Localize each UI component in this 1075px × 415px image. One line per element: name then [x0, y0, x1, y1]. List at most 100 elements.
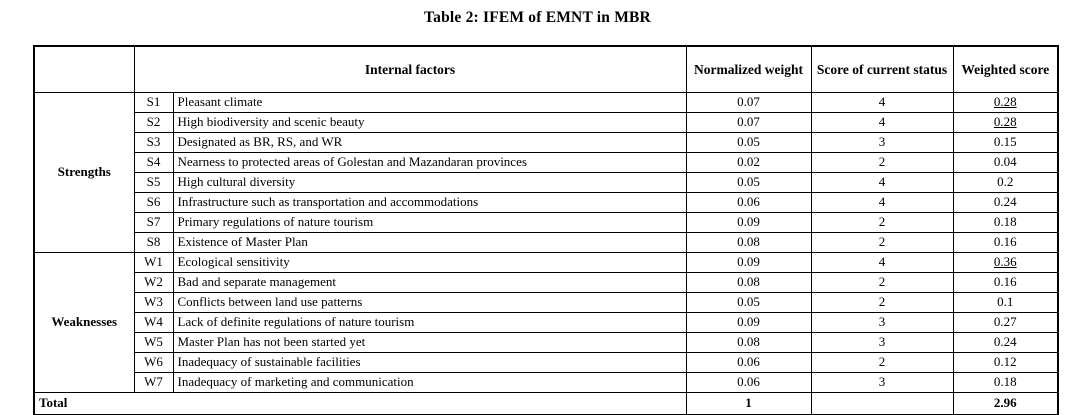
factor-text: High biodiversity and scenic beauty [172, 112, 687, 133]
factor-code: S3 [133, 132, 174, 153]
score-value: 2 [810, 152, 954, 173]
weighted-score-value: 0.2 [952, 172, 1059, 193]
weighted-score-value: 0.1 [952, 292, 1059, 313]
factor-text: Inadequacy of sustainable facilities [172, 352, 687, 373]
factor-text: Pleasant climate [172, 92, 687, 113]
table-row: S8 Existence of Master Plan 0.08 2 0.16 [34, 232, 1059, 253]
score-value: 3 [810, 332, 954, 353]
score-value: 2 [810, 272, 954, 293]
factor-text: Designated as BR, RS, and WR [172, 132, 687, 153]
score-value: 3 [810, 132, 954, 153]
factor-code: W4 [133, 312, 174, 333]
factor-code: S8 [133, 232, 174, 253]
factor-text: Master Plan has not been started yet [172, 332, 687, 353]
normalized-weight-value: 0.06 [685, 192, 812, 213]
header-normalized-weight: Normalized weight [685, 45, 812, 93]
normalized-weight-value: 0.02 [685, 152, 812, 173]
factor-code: S5 [133, 172, 174, 193]
weighted-score-value: 0.24 [952, 192, 1059, 213]
weighted-score-value: 0.36 [952, 252, 1059, 273]
factor-text: Lack of definite regulations of nature t… [172, 312, 687, 333]
normalized-weight-value: 0.06 [685, 352, 812, 373]
factor-text: Ecological sensitivity [172, 252, 687, 273]
factor-code: W6 [133, 352, 174, 373]
header-row: Internal factors Normalized weight Score… [33, 45, 1059, 93]
normalized-weight-value: 0.09 [685, 312, 812, 333]
normalized-weight-value: 0.07 [685, 92, 812, 113]
factor-text: Primary regulations of nature tourism [172, 212, 687, 233]
normalized-weight-value: 0.08 [685, 232, 812, 253]
factor-text: Conflicts between land use patterns [172, 292, 687, 313]
factor-text: Inadequacy of marketing and communicatio… [172, 372, 687, 393]
weighted-score-value: 0.24 [952, 332, 1059, 353]
normalized-weight-value: 0.05 [685, 132, 812, 153]
weighted-score-value: 0.12 [952, 352, 1059, 373]
score-value: 2 [810, 232, 954, 253]
weighted-score-value: 0.28 [952, 92, 1059, 113]
factor-text: Bad and separate management [172, 272, 687, 293]
table-row: S2 High biodiversity and scenic beauty 0.0… [34, 112, 1059, 133]
header-category-empty [33, 45, 135, 93]
header-weighted-score: Weighted score [952, 45, 1059, 93]
group-label: Weaknesses [33, 252, 135, 393]
table-row: W3 Conflicts between land use patterns 0.0… [34, 292, 1059, 313]
factor-code: W1 [133, 252, 174, 273]
group-label: Strengths [33, 92, 135, 253]
normalized-weight-value: 0.09 [685, 252, 812, 273]
table-row: W4 Lack of definite regulations of nature… [34, 312, 1059, 333]
score-value: 3 [810, 372, 954, 393]
score-value: 4 [810, 252, 954, 273]
weighted-score-value: 0.04 [952, 152, 1059, 173]
weighted-score-value: 0.28 [952, 112, 1059, 133]
table-title: Table 2: IFEM of EMNT in MBR [424, 9, 651, 26]
total-score [810, 392, 954, 415]
weighted-score-value: 0.16 [952, 272, 1059, 293]
score-value: 4 [810, 112, 954, 133]
factor-text: Existence of Master Plan [172, 232, 687, 253]
factor-code: S7 [133, 212, 174, 233]
weighted-score-value: 0.27 [952, 312, 1059, 333]
table-row: S3 Designated as BR, RS, and WR 0.05 3 0.15 [34, 132, 1059, 153]
normalized-weight-value: 0.06 [685, 372, 812, 393]
weighted-score-value: 0.16 [952, 232, 1059, 253]
factor-code: W3 [133, 292, 174, 313]
normalized-weight-value: 0.08 [685, 332, 812, 353]
total-weighted-score: 2.96 [952, 392, 1059, 415]
table-row: W7 Inadequacy of marketing and communicat… [34, 372, 1059, 393]
table-row: Strengths S1 Pleasant climate 0.07 4 0.28 [33, 92, 1059, 253]
header-internal-factors: Internal factors [133, 45, 687, 93]
total-weight: 1 [685, 392, 812, 415]
score-value: 4 [810, 192, 954, 213]
table-row: W5 Master Plan has not been started yet 0.… [34, 332, 1059, 353]
weighted-score-value: 0.18 [952, 372, 1059, 393]
score-value: 2 [810, 352, 954, 373]
score-value: 2 [810, 292, 954, 313]
normalized-weight-value: 0.09 [685, 212, 812, 233]
factor-code: W7 [133, 372, 174, 393]
score-value: 3 [810, 312, 954, 333]
ifem-table: Internal factors Normalized weight Score… [33, 45, 1060, 415]
factor-code: W2 [133, 272, 174, 293]
score-value: 4 [810, 172, 954, 193]
table-row: Weaknesses W1 Ecological sensitivity 0.09 4 0… [33, 252, 1059, 393]
normalized-weight-value: 0.05 [685, 292, 812, 313]
table-row: S7 Primary regulations of nature tourism 0… [34, 212, 1059, 233]
weighted-score-value: 0.18 [952, 212, 1059, 233]
factor-code: W5 [133, 332, 174, 353]
factor-text: Nearness to protected areas of Golestan … [172, 152, 687, 173]
weighted-score-value: 0.15 [952, 132, 1059, 153]
factor-code: S1 [133, 92, 174, 113]
table-row: W6 Inadequacy of sustainable facilities 0.… [34, 352, 1059, 373]
factor-code: S4 [133, 152, 174, 173]
normalized-weight-value: 0.07 [685, 112, 812, 133]
score-value: 2 [810, 212, 954, 233]
table-row: S6 Infrastructure such as transportation … [34, 192, 1059, 213]
factor-text: High cultural diversity [172, 172, 687, 193]
total-row: Total 1 2.96 [33, 392, 1059, 415]
score-value: 4 [810, 92, 954, 113]
table-body: Internal factors Normalized weight Score… [33, 45, 1059, 415]
table-row: S4 Nearness to protected areas of Golesta… [34, 152, 1059, 173]
total-label: Total [33, 392, 687, 415]
factor-text: Infrastructure such as transportation an… [172, 192, 687, 213]
